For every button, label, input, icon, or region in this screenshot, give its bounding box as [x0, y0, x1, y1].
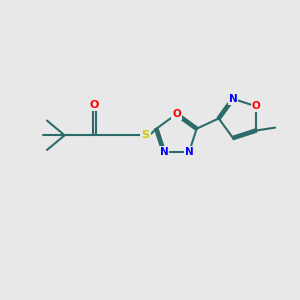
- Text: O: O: [89, 100, 99, 110]
- Text: O: O: [172, 109, 181, 119]
- Text: S: S: [142, 130, 150, 140]
- Text: N: N: [229, 94, 237, 104]
- Text: N: N: [160, 147, 168, 158]
- Text: O: O: [252, 101, 260, 111]
- Text: N: N: [184, 147, 193, 158]
